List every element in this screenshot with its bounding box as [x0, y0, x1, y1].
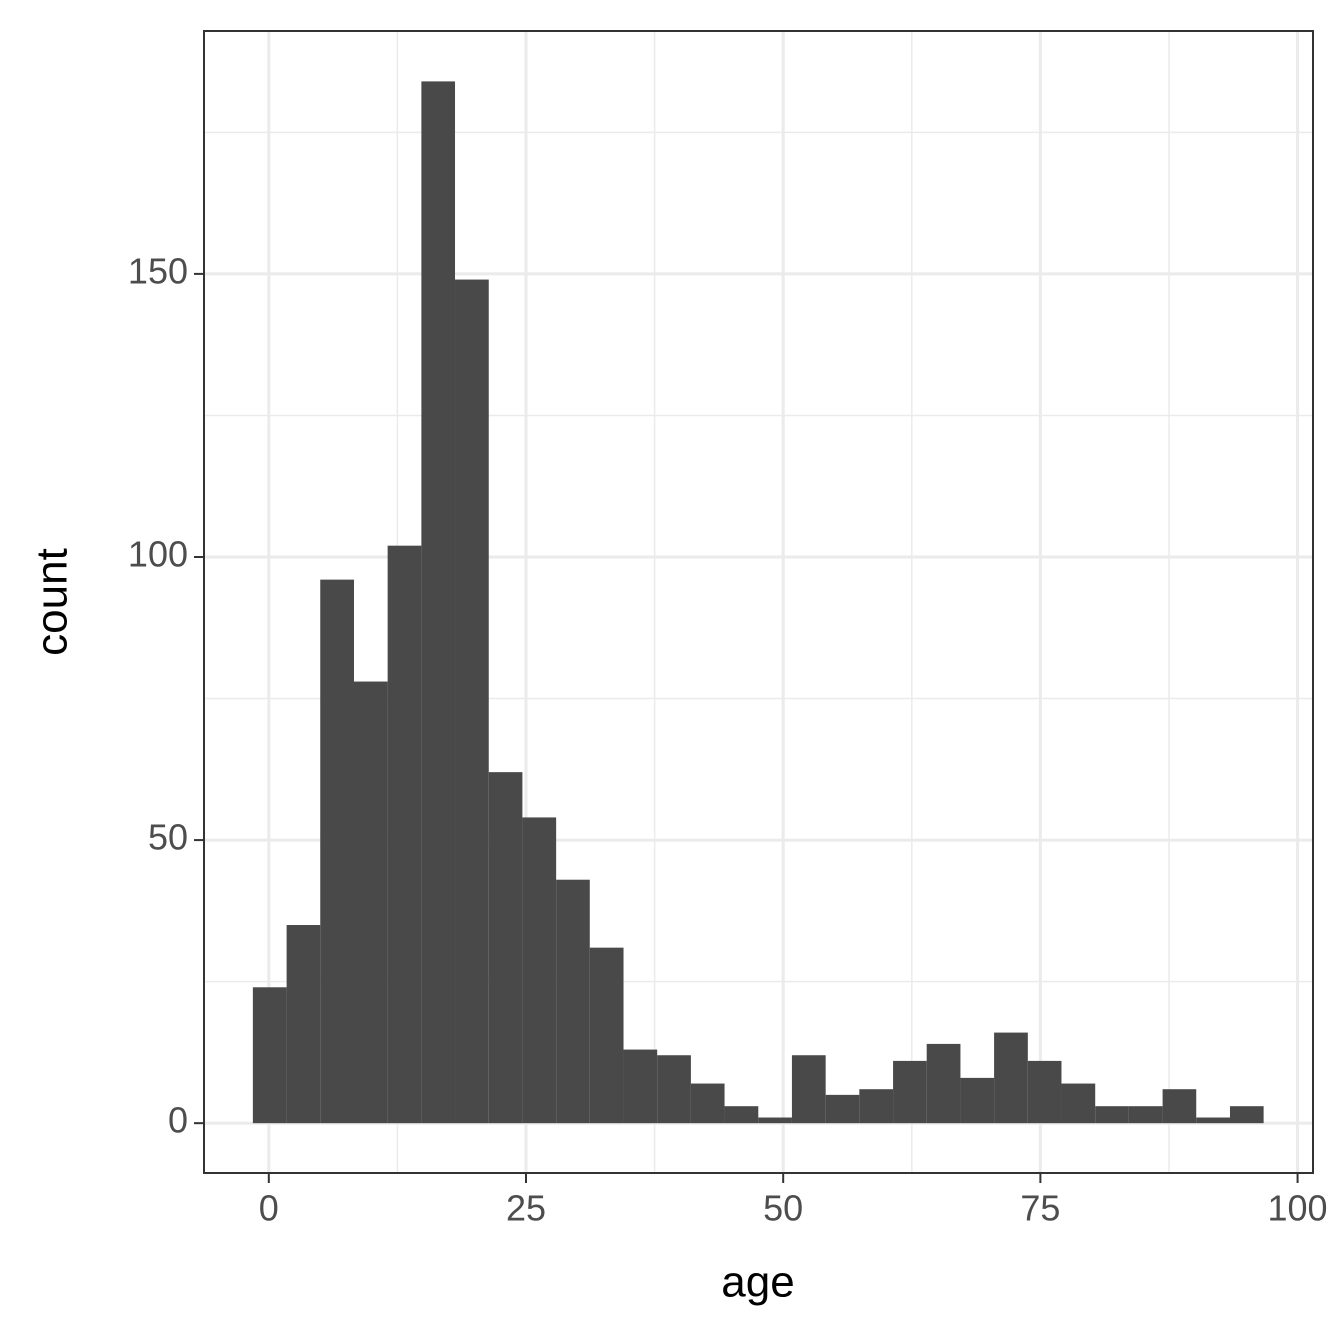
x-tick-label: 0: [259, 1188, 279, 1229]
bar: [893, 1060, 927, 1124]
bar: [1196, 1117, 1230, 1124]
bar: [623, 1049, 658, 1124]
bar: [252, 987, 287, 1124]
bar: [1061, 1083, 1096, 1124]
bar: [353, 681, 388, 1124]
bar: [758, 1117, 792, 1124]
bar: [1128, 1106, 1163, 1124]
bar: [522, 817, 557, 1124]
bar: [1095, 1106, 1129, 1124]
x-tick-label: 25: [506, 1188, 546, 1229]
bar: [1027, 1060, 1062, 1124]
bar: [387, 545, 422, 1124]
y-tick-label: 50: [148, 817, 188, 858]
bar: [286, 925, 321, 1124]
bar: [556, 879, 590, 1124]
bar: [724, 1106, 759, 1124]
bar: [825, 1094, 860, 1124]
y-tick-label: 150: [128, 250, 188, 291]
y-axis-title: count: [28, 548, 77, 656]
bar: [791, 1055, 826, 1124]
bar: [488, 772, 523, 1124]
bar: [320, 579, 354, 1124]
bar: [1162, 1089, 1197, 1124]
bar: [926, 1043, 961, 1124]
y-tick-label: 0: [168, 1100, 188, 1141]
x-tick-label: 50: [763, 1188, 803, 1229]
bar: [657, 1055, 691, 1124]
bar: [960, 1077, 995, 1124]
bar: [455, 279, 489, 1124]
x-tick-label: 75: [1020, 1188, 1060, 1229]
bar: [994, 1032, 1028, 1124]
bar: [859, 1089, 894, 1124]
x-tick-label: 100: [1268, 1188, 1328, 1229]
bar: [690, 1083, 725, 1124]
x-axis-title: age: [721, 1258, 794, 1307]
panel-border: [203, 30, 1314, 1174]
y-tick-label: 100: [128, 534, 188, 575]
bar: [421, 81, 456, 1124]
bar: [589, 947, 624, 1124]
bar: [1229, 1106, 1264, 1124]
